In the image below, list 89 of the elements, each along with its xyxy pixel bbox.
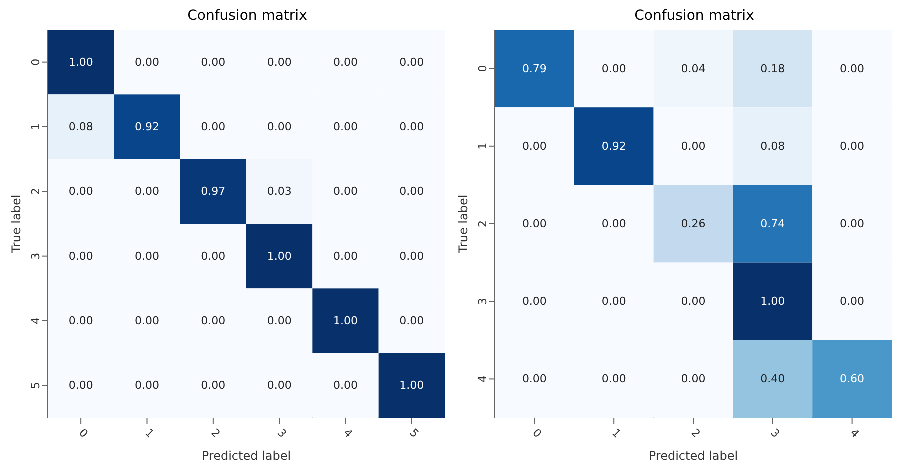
x-tick-label: 3 bbox=[768, 426, 782, 441]
y-tick-label: 0 bbox=[476, 65, 490, 72]
data-label: 0.00 bbox=[522, 372, 547, 386]
data-label: 0.00 bbox=[522, 218, 547, 230]
data-label: 0.00 bbox=[267, 379, 292, 392]
x-tick-label: 4 bbox=[848, 426, 862, 441]
data-label: 0.00 bbox=[602, 218, 626, 230]
data-label: 0.00 bbox=[267, 56, 292, 69]
x-axis-title: Predicted label bbox=[202, 449, 292, 463]
data-label: 0.00 bbox=[602, 295, 626, 308]
y-tick-label: 4 bbox=[30, 318, 42, 324]
data-label: 0.92 bbox=[602, 140, 626, 153]
data-label: 0.79 bbox=[522, 62, 547, 76]
x-tick-label: 4 bbox=[341, 426, 356, 441]
data-label: 0.74 bbox=[760, 218, 786, 230]
data-label: 1.00 bbox=[334, 314, 358, 328]
data-label: 0.00 bbox=[68, 379, 94, 392]
data-label: 0.00 bbox=[681, 372, 706, 386]
data-label: 0.00 bbox=[400, 185, 424, 198]
x-axis-title: Predicted label bbox=[648, 449, 738, 463]
data-label: 0.00 bbox=[522, 295, 547, 308]
data-label: 1.00 bbox=[267, 250, 292, 263]
data-label: 0.00 bbox=[400, 120, 424, 134]
data-label: 0.00 bbox=[840, 140, 865, 153]
data-label: 0.00 bbox=[135, 250, 160, 263]
data-label: 0.00 bbox=[602, 372, 626, 386]
y-axis-title: True label bbox=[456, 194, 470, 254]
y-tick-label: 2 bbox=[476, 220, 490, 228]
data-label: 0.00 bbox=[135, 56, 160, 69]
data-label: 0.00 bbox=[201, 379, 226, 392]
data-label: 1.00 bbox=[68, 56, 94, 69]
data-label: 0.00 bbox=[840, 295, 865, 308]
data-label: 0.00 bbox=[681, 295, 706, 308]
data-label: 0.00 bbox=[840, 62, 865, 76]
x-tick-label: 2 bbox=[688, 426, 704, 441]
data-label: 0.04 bbox=[681, 62, 706, 76]
chart-title: Confusion matrix bbox=[186, 8, 308, 26]
data-label: 1.00 bbox=[760, 295, 786, 308]
data-label: 0.08 bbox=[760, 140, 786, 153]
x-tick-label: 1 bbox=[610, 426, 624, 441]
data-label: 0.00 bbox=[267, 120, 292, 134]
data-label: 0.00 bbox=[400, 314, 424, 328]
chart-title: Confusion matrix bbox=[634, 8, 756, 26]
data-label: 0.00 bbox=[135, 185, 160, 198]
y-tick-label: 1 bbox=[30, 124, 42, 130]
data-label: 0.00 bbox=[135, 379, 160, 392]
x-tick-label: 0 bbox=[530, 426, 544, 441]
data-label: 0.00 bbox=[68, 250, 94, 263]
data-label: 0.18 bbox=[760, 62, 786, 76]
y-tick-label: 1 bbox=[476, 142, 490, 150]
x-tick-label: 5 bbox=[407, 426, 422, 441]
data-label: 0.60 bbox=[840, 372, 865, 386]
x-tick-label: 2 bbox=[208, 426, 223, 441]
data-label: 0.00 bbox=[681, 140, 706, 153]
data-label: 0.03 bbox=[267, 185, 292, 198]
data-label: 0.00 bbox=[334, 250, 358, 263]
x-tick-label: 1 bbox=[142, 426, 157, 441]
data-label: 0.00 bbox=[68, 185, 94, 198]
y-tick-label: 0 bbox=[30, 58, 42, 66]
data-label: 0.00 bbox=[201, 314, 226, 328]
data-label: 0.00 bbox=[400, 250, 424, 263]
x-tick-label: 3 bbox=[274, 426, 290, 441]
data-label: 0.08 bbox=[68, 120, 94, 134]
data-label: 0.00 bbox=[602, 62, 626, 76]
y-tick-label: 3 bbox=[30, 252, 42, 260]
data-label: 1.00 bbox=[400, 379, 424, 392]
data-label: 0.00 bbox=[334, 120, 358, 134]
data-label: 0.00 bbox=[840, 218, 865, 230]
data-label: 0.00 bbox=[267, 314, 292, 328]
data-label: 0.00 bbox=[201, 56, 226, 69]
data-label: 0.00 bbox=[201, 120, 226, 134]
data-label: 0.40 bbox=[760, 372, 786, 386]
data-label: 0.00 bbox=[201, 250, 226, 263]
data-label: 0.00 bbox=[68, 314, 94, 328]
data-label: 0.92 bbox=[135, 120, 160, 134]
data-label: 0.00 bbox=[400, 56, 424, 69]
data-label: 0.00 bbox=[334, 56, 358, 69]
x-tick-label: 0 bbox=[76, 426, 91, 441]
data-label: 0.00 bbox=[334, 379, 358, 392]
data-label: 0.00 bbox=[135, 314, 160, 328]
data-label: 0.00 bbox=[522, 140, 547, 153]
y-tick-label: 2 bbox=[30, 188, 42, 196]
y-axis-title: True label bbox=[9, 194, 24, 254]
data-label: 0.97 bbox=[201, 185, 226, 198]
y-tick-label: 3 bbox=[476, 298, 490, 306]
y-tick-label: 5 bbox=[30, 382, 42, 390]
data-label: 0.00 bbox=[334, 185, 358, 198]
y-tick-label: 4 bbox=[476, 376, 490, 383]
data-label: 0.26 bbox=[681, 218, 706, 230]
